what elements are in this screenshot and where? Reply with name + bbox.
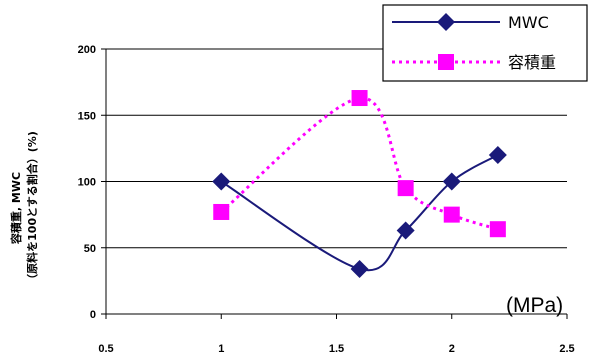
data-point-mwc [350,259,369,278]
data-point-density [213,203,230,220]
x-tick-label: 2 [449,343,455,355]
legend-mwc-diamond [437,13,455,31]
y-tick-label: 0 [90,309,96,321]
data-point-density [489,221,506,238]
series-line-mwc [220,154,499,272]
y-axis-label: 容積重, MWC （原料を100とする割合）(%) [9,131,39,285]
data-point-density [443,206,460,223]
data-point-mwc [212,172,231,191]
data-point-mwc [396,221,415,240]
series-layer [212,90,507,278]
legend-mwc-label: MWC [508,13,549,32]
y-tick-label: 200 [78,44,96,56]
y-tick-label: 100 [78,177,96,189]
legend-box [382,4,588,82]
y-tick-label: 50 [84,243,96,255]
x-unit-label: (MPa) [506,294,563,317]
x-tick-label: 1.5 [329,343,344,355]
y-axis-label-line1: 容積重, MWC [9,172,23,245]
legend: MWC 容積重 [382,4,588,82]
tick-labels: 0 50 100 150 200 0.5 1 1.5 2 2.5 [78,44,575,355]
data-point-density [351,90,368,107]
legend-density-square [438,54,454,70]
series-line-density [220,96,499,231]
x-tick-label: 1 [218,343,224,355]
y-tick-label: 150 [78,110,96,122]
x-tick-label: 0.5 [98,343,113,355]
y-axis-label-line2: （原料を100とする割合）(%) [25,131,39,285]
legend-density-label: 容積重 [508,53,556,72]
data-point-mwc [488,146,507,164]
x-tick-label: 2.5 [559,343,574,355]
data-point-mwc [442,172,461,191]
data-point-density [397,180,414,197]
axes [101,48,568,319]
